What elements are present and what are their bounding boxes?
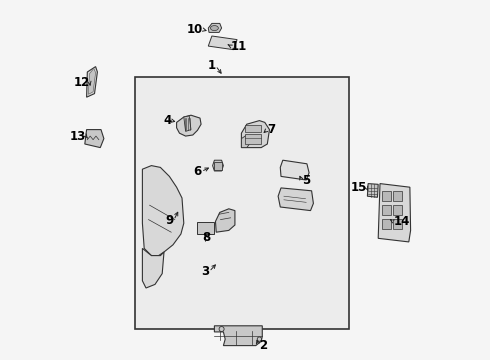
Bar [135,77,349,329]
Polygon shape [87,67,98,97]
Polygon shape [242,121,270,148]
Polygon shape [176,115,201,136]
Text: 7: 7 [268,123,275,136]
Bar [245,134,261,144]
Polygon shape [208,36,237,50]
Bar [215,162,222,170]
Bar [382,191,391,201]
Polygon shape [278,188,314,211]
Polygon shape [85,130,104,148]
Polygon shape [213,160,223,171]
Bar [393,219,402,229]
Text: 4: 4 [163,114,171,127]
Text: 10: 10 [186,23,202,36]
Bar [393,205,402,215]
Text: 5: 5 [302,174,310,187]
Polygon shape [280,160,309,180]
Text: 6: 6 [193,165,201,178]
Bar [245,125,261,132]
Text: 1: 1 [207,59,216,72]
Bar [393,191,402,201]
Bar [382,205,391,215]
Polygon shape [216,209,235,232]
Bar [382,219,391,229]
Text: 12: 12 [73,76,90,89]
Text: 11: 11 [231,40,247,53]
Text: 9: 9 [166,214,174,227]
Bar [197,222,214,234]
Text: 2: 2 [259,339,267,352]
Text: 14: 14 [393,215,410,228]
Polygon shape [143,248,164,288]
Polygon shape [215,326,262,346]
Polygon shape [184,116,191,131]
Text: 15: 15 [350,181,367,194]
Polygon shape [242,135,252,148]
Polygon shape [378,184,411,242]
Polygon shape [208,23,221,32]
Text: 13: 13 [70,130,86,143]
Polygon shape [368,184,378,197]
Polygon shape [143,166,184,256]
Text: 8: 8 [202,231,210,244]
Ellipse shape [210,26,219,31]
Polygon shape [88,68,96,94]
Text: 3: 3 [201,265,209,278]
